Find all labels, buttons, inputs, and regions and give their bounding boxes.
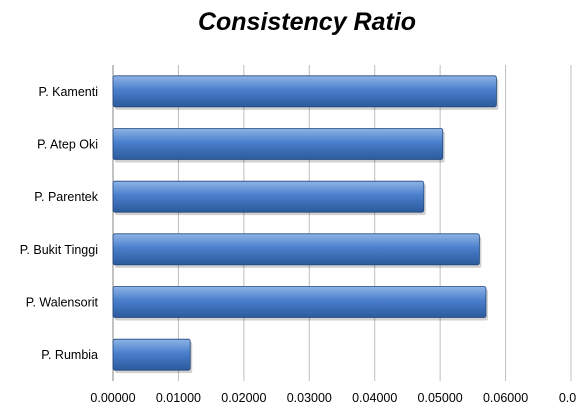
x-tick-labels: 0.00000 0.01000 0.02000 0.03000 0.04000 0.050… bbox=[90, 391, 576, 405]
category-label: P. Parentek bbox=[34, 190, 98, 204]
x-tick-label: 0.05000 bbox=[418, 391, 463, 405]
category-label: P. Rumbia bbox=[41, 348, 98, 362]
bar bbox=[112, 75, 497, 108]
category-label: P. Kamenti bbox=[38, 85, 98, 99]
x-tick-label: 0.06000 bbox=[483, 391, 528, 405]
category-label: P. Walensorit bbox=[26, 296, 99, 310]
x-tick-label: 0.03000 bbox=[287, 391, 332, 405]
x-tick-label: 0.02000 bbox=[221, 391, 266, 405]
gridlines bbox=[112, 65, 572, 381]
x-tick-label: 0.01000 bbox=[156, 391, 201, 405]
bar bbox=[112, 180, 425, 213]
bar bbox=[112, 233, 480, 266]
category-label: P. Atep Oki bbox=[37, 138, 98, 152]
x-tick-label: 0.07 bbox=[559, 391, 576, 405]
x-tick-label: 0.04000 bbox=[352, 391, 397, 405]
category-label: P. Bukit Tinggi bbox=[20, 243, 98, 257]
x-tick-label: 0.00000 bbox=[90, 391, 135, 405]
bar bbox=[112, 128, 444, 160]
bar bbox=[112, 286, 487, 318]
bar bbox=[112, 338, 191, 371]
bars bbox=[112, 75, 499, 374]
category-labels: P. Kamenti P. Atep Oki P. Parentek P. Bukit… bbox=[20, 85, 99, 362]
chart-title: Consistency Ratio bbox=[198, 8, 416, 36]
